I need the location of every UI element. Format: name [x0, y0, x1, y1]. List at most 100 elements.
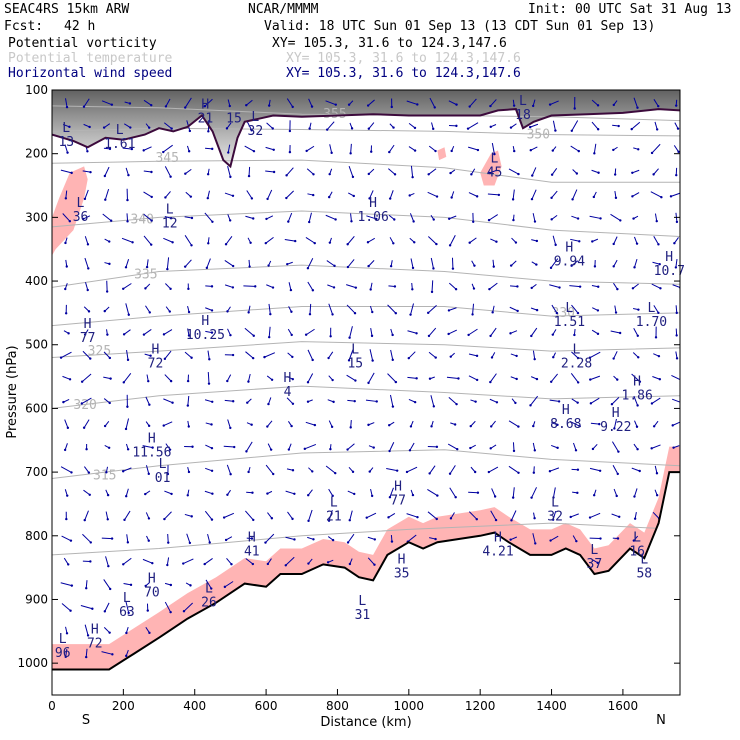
wind-arrow	[489, 169, 498, 174]
wind-arrow-head	[109, 377, 112, 380]
wind-arrow	[389, 394, 394, 407]
wind-arrow-head	[168, 448, 172, 451]
wind-arrow-head	[637, 308, 640, 311]
wind-arrow-head	[87, 267, 90, 270]
wind-arrow	[610, 213, 621, 221]
wind-arrow-head	[311, 470, 314, 473]
wind-arrow-head	[353, 399, 356, 403]
wind-arrow-head	[231, 194, 235, 198]
wind-arrow	[142, 558, 153, 564]
wind-arrow-head	[631, 171, 634, 174]
pv-extremum-kind: H	[284, 371, 292, 386]
wind-arrow	[573, 442, 577, 451]
wind-arrow	[389, 487, 394, 498]
wind-arrow	[184, 235, 192, 246]
wind-arrow-head	[187, 425, 190, 428]
wind-arrow-head	[63, 448, 67, 452]
wind-arrow	[572, 189, 578, 200]
wind-arrow-head	[411, 175, 414, 179]
wind-arrow-head	[576, 356, 580, 360]
wind-arrow	[671, 398, 680, 403]
wind-arrow-head	[408, 449, 412, 452]
wind-arrow-head	[373, 563, 376, 566]
wind-arrow	[85, 580, 88, 589]
pv-extremum-label: L37	[587, 543, 603, 572]
wind-arrow-head	[102, 126, 106, 129]
wind-arrow	[307, 373, 314, 383]
wind-arrow-head	[111, 653, 114, 656]
wind-arrow	[468, 146, 479, 151]
wind-arrow	[125, 303, 130, 315]
pv-extremum-label: H10.7	[654, 250, 685, 279]
wind-arrow-head	[169, 610, 172, 614]
wind-arrow-head	[533, 220, 537, 223]
wind-arrow	[590, 375, 601, 381]
wind-arrow-head	[549, 380, 553, 383]
y-tick-label: 100	[25, 83, 48, 97]
wind-arrow-head	[432, 267, 435, 270]
wind-arrow-head	[530, 334, 533, 338]
pv-extremum-kind: H	[562, 403, 570, 418]
wind-arrow-head	[327, 519, 331, 522]
pv-extremum-kind: H	[248, 530, 256, 545]
wind-arrow	[367, 99, 375, 106]
wind-arrow	[267, 189, 273, 200]
wind-arrow	[265, 146, 274, 151]
wind-arrow-head	[331, 313, 334, 316]
wind-arrow-head	[306, 381, 310, 384]
wind-arrow-head	[413, 126, 417, 130]
pv-extremum-kind: H	[201, 314, 209, 329]
pv-extremum-kind: L	[565, 301, 573, 316]
wind-arrow	[167, 533, 169, 543]
wind-arrow	[468, 375, 478, 381]
wind-arrow-head	[575, 172, 579, 175]
wind-arrow	[512, 487, 515, 498]
pv-extremum-label: L58	[636, 553, 652, 582]
wind-arrow	[429, 465, 436, 474]
wind-arrow-head	[108, 356, 112, 360]
wind-arrow-head	[146, 609, 149, 612]
wind-arrow-head	[328, 172, 331, 176]
wind-arrow	[265, 237, 274, 244]
pv-extremum-kind: L	[590, 543, 598, 558]
wind-arrow-head	[514, 241, 518, 244]
theta-contour-label: 345	[155, 151, 178, 166]
wind-arrow-head	[448, 244, 452, 247]
wind-arrow	[103, 627, 110, 634]
wind-arrow	[428, 168, 437, 175]
wind-arrow	[265, 170, 275, 173]
wind-arrow-head	[211, 147, 214, 151]
pv-extremum-kind: L	[573, 342, 581, 357]
wind-arrow	[123, 329, 131, 335]
wind-arrow-head	[248, 265, 251, 268]
pv-extremum-label: L31	[355, 594, 371, 623]
wind-arrow-head	[596, 128, 600, 131]
wind-arrow	[60, 351, 72, 359]
wind-arrow-head	[533, 517, 536, 520]
pv-extremum-kind: H	[398, 553, 406, 568]
wind-arrow	[82, 533, 92, 543]
wind-arrow-head	[509, 332, 512, 335]
wind-arrow	[204, 98, 213, 107]
model-title: SEAC4RS 15km ARW	[4, 2, 130, 17]
y-tick-label: 700	[25, 465, 48, 479]
wind-arrow-head	[67, 332, 70, 335]
pv-extremum-value: 4.21	[482, 544, 513, 559]
wind-arrow	[102, 213, 112, 222]
wind-arrow-head	[126, 358, 130, 362]
wind-arrow-head	[352, 194, 355, 198]
wind-arrow	[204, 490, 213, 495]
wind-arrow	[530, 327, 538, 337]
wind-arrow-head	[660, 195, 663, 199]
pv-fill-layer	[52, 147, 680, 670]
wind-arrow	[65, 649, 68, 657]
wind-arrow	[84, 189, 89, 200]
wind-arrow	[305, 237, 316, 244]
wind-arrow-head	[550, 218, 553, 221]
pv-extremum-value: 26	[201, 595, 217, 610]
wind-arrow-head	[375, 400, 378, 403]
wind-arrow	[266, 122, 274, 129]
wind-arrow-head	[393, 173, 397, 176]
wind-arrow	[510, 285, 518, 287]
wind-arrow-head	[588, 516, 592, 519]
